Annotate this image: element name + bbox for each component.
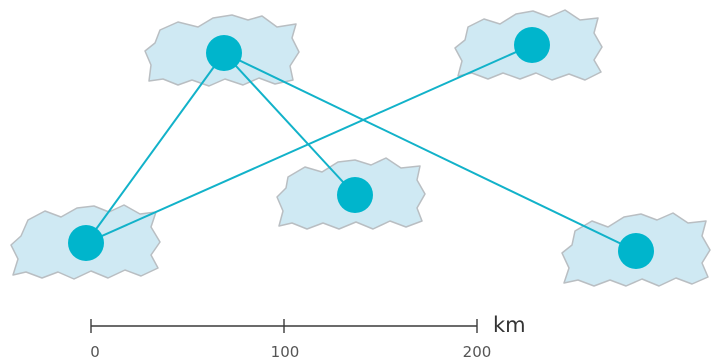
scale-label-100: 100 (271, 343, 300, 360)
node-top-right (514, 27, 550, 63)
route-top-left-to-middle (223, 52, 356, 196)
route-network (85, 44, 637, 252)
scale-label-0: 0 (90, 343, 100, 360)
node-bottom-left (68, 225, 104, 261)
node-top-left (206, 35, 242, 71)
node-bottom-right (618, 233, 654, 269)
route-bottom-left-to-top-right (85, 44, 533, 244)
scale-label-200: 200 (463, 343, 492, 360)
route-top-left-to-bottom-left (85, 52, 225, 244)
scale-bar: km 0 100 200 (90, 313, 525, 360)
scale-bar-unit: km (493, 313, 526, 337)
node-markers (68, 27, 654, 269)
node-middle (337, 177, 373, 213)
route-top-left-to-bottom-right (223, 52, 637, 252)
